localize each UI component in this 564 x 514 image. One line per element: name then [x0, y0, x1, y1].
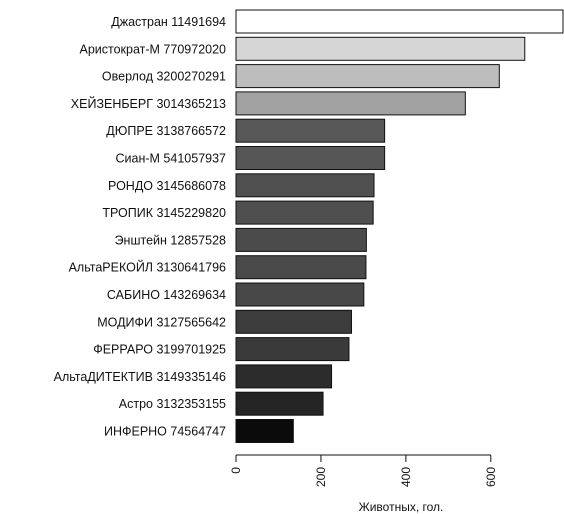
x-axis-title: Животных, гол.	[359, 500, 444, 514]
category-label: АльтаРЕКОЙЛ 3130641796	[69, 260, 226, 275]
bar	[235, 282, 365, 307]
bar	[235, 146, 386, 170]
bar	[235, 91, 466, 116]
category-label: Астро 3132353155	[119, 397, 226, 411]
category-label: Сиан-М 541057937	[116, 152, 227, 166]
bar	[235, 309, 353, 334]
category-label: МОДИФИ 3127565642	[97, 315, 226, 329]
x-tick-label: 600	[484, 467, 498, 487]
category-labels: Джастран 11491694 Аристократ-М 770972020 О…	[54, 15, 226, 439]
x-tick-label: 200	[314, 467, 328, 487]
category-label: АльтаДИТЕКТИВ 3149335146	[54, 370, 226, 384]
bar	[235, 364, 333, 389]
x-tick-label: 0	[229, 467, 243, 474]
bar	[235, 64, 500, 89]
category-label: Джастран 11491694	[111, 15, 226, 29]
category-label: ИНФЕРНО 74564747	[104, 425, 226, 439]
bar	[235, 118, 386, 143]
category-label: ТРОПИК 3145229820	[102, 206, 226, 220]
x-tick-label: 400	[399, 467, 413, 487]
category-label: Энштейн 12857528	[115, 233, 226, 247]
bar	[235, 173, 375, 198]
category-label: ДЮПРЕ 3138766572	[106, 124, 226, 138]
category-label: Аристократ-М 770972020	[80, 42, 227, 56]
bar	[235, 227, 367, 252]
bar	[235, 200, 374, 225]
category-label: САБИНО 143269634	[107, 288, 226, 302]
bar	[235, 391, 324, 416]
bar	[235, 337, 350, 362]
category-label: РОНДО 3145686078	[108, 179, 226, 193]
category-label: ХЕЙЗЕНБЕРГ 3014365213	[71, 96, 226, 111]
bar	[235, 36, 526, 61]
x-axis: 0 200 400 600	[229, 454, 498, 487]
bar	[235, 9, 564, 34]
category-label: Оверлод 3200270291	[102, 70, 226, 84]
bar	[235, 255, 367, 280]
bars	[235, 9, 564, 443]
category-label: ФЕРРАРО 3199701925	[93, 343, 226, 357]
bar	[235, 419, 294, 443]
